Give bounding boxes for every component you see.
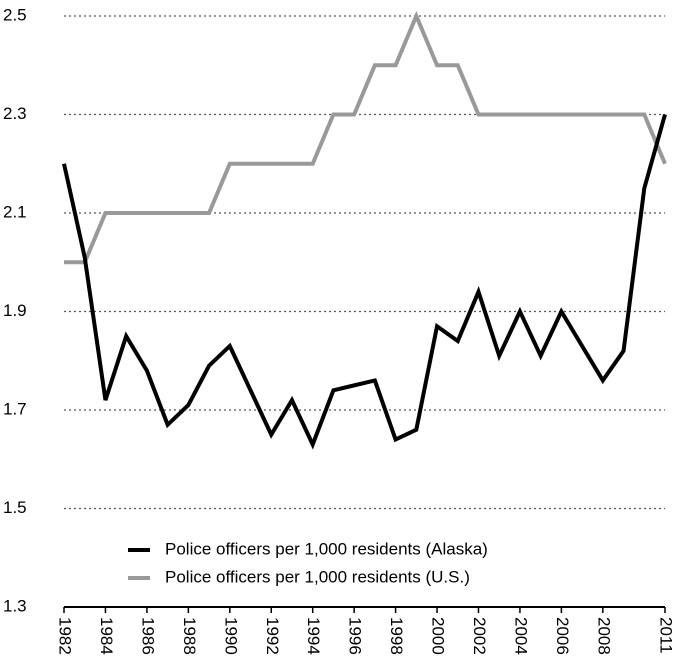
x-tick-label: 1994 xyxy=(304,617,323,655)
x-tick-label: 2002 xyxy=(470,617,489,655)
x-tick-label: 2000 xyxy=(429,617,448,655)
x-tick-label: 2004 xyxy=(511,617,530,655)
y-tick-label: 2.5 xyxy=(3,5,27,24)
legend-label: Police officers per 1,000 residents (U.S… xyxy=(165,567,470,586)
x-tick-label: 2008 xyxy=(594,617,613,655)
y-tick-label: 1.7 xyxy=(3,399,27,418)
y-tick-label: 1.9 xyxy=(3,301,27,320)
x-tick-label: 2006 xyxy=(553,617,572,655)
legend-label: Police officers per 1,000 residents (Ala… xyxy=(165,539,488,558)
series-line xyxy=(64,10,667,265)
y-tick-label: 2.3 xyxy=(3,104,27,123)
x-tick-label: 1986 xyxy=(138,617,157,655)
x-tick-label: 1988 xyxy=(180,617,199,655)
x-tick-label: 1998 xyxy=(387,617,406,655)
x-tick-label: 1984 xyxy=(97,617,116,655)
x-tick-label: 1990 xyxy=(221,617,240,655)
y-tick-label: 1.3 xyxy=(3,596,27,615)
x-tick-label: 1982 xyxy=(56,617,75,655)
x-tick-label: 1992 xyxy=(263,617,282,655)
series-line xyxy=(62,113,667,450)
y-tick-label: 2.1 xyxy=(3,202,27,221)
x-tick-label: 2011 xyxy=(657,617,674,654)
x-tick-label: 1996 xyxy=(346,617,365,655)
y-tick-label: 1.5 xyxy=(3,498,27,517)
